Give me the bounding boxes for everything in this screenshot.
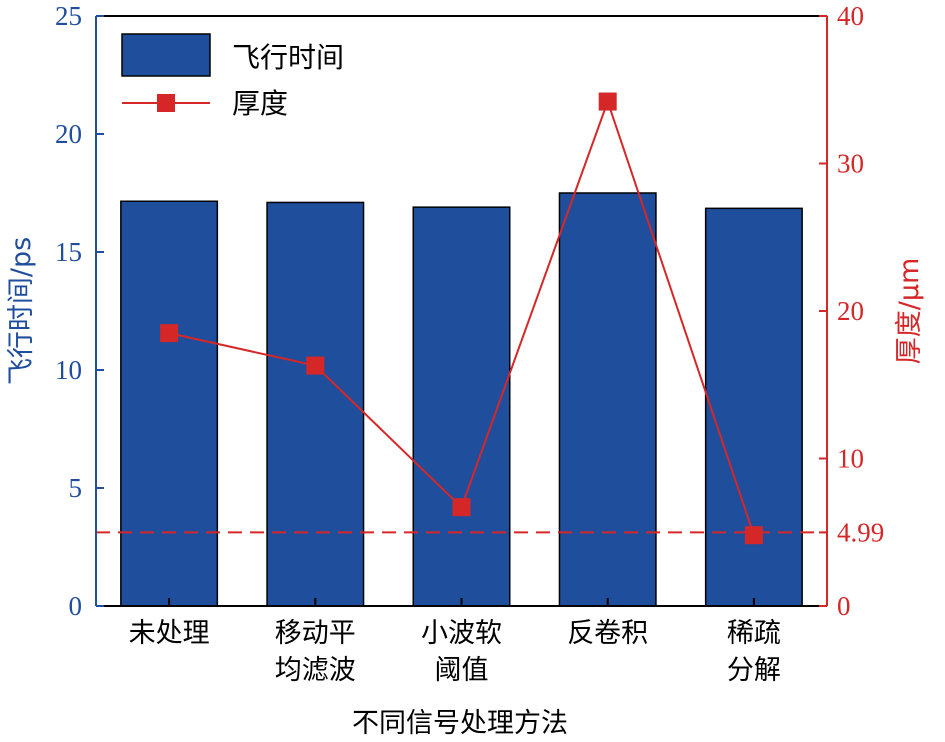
x-tick-label: 移动平: [275, 618, 356, 649]
x-tick-label: 未处理: [129, 618, 210, 649]
right-tick-label: 40: [837, 1, 864, 31]
bars-layer: [120, 192, 803, 607]
legend-label-bar: 飞行时间: [232, 41, 344, 74]
left-tick-label: 10: [55, 355, 82, 385]
legend-swatch-bar: [121, 33, 211, 77]
left-tick-label: 0: [69, 591, 83, 621]
bar-0: [120, 200, 219, 607]
x-tick-label: 反卷积: [567, 618, 648, 649]
x-tick-label: 均滤波: [275, 655, 356, 686]
x-tick-label: 分解: [727, 655, 781, 686]
thickness-point-1: [306, 356, 325, 375]
right-axis-ticks: 0 10 20 30 40 4.99: [819, 1, 884, 621]
left-tick-label: 25: [55, 1, 82, 31]
x-tick-label: 稀疏: [727, 618, 781, 649]
left-axis-ticks: 0 5 10 15 20 25: [55, 1, 104, 621]
thickness-point-0: [160, 324, 179, 343]
legend-label-line: 厚度: [232, 87, 288, 120]
left-tick-label: 20: [55, 119, 82, 149]
thickness-point-4: [744, 526, 763, 545]
y-axis-left-title: 飞行时间/ps: [6, 237, 37, 385]
y-axis-right-title: 厚度/μm: [894, 258, 925, 365]
bar-4: [704, 207, 803, 607]
thickness-point-2: [452, 498, 471, 517]
left-tick-label: 15: [55, 237, 82, 267]
bar-2: [412, 206, 511, 607]
right-tick-label-extra: 4.99: [837, 517, 884, 547]
x-axis-title: 不同信号处理方法: [352, 708, 568, 739]
bar-1: [266, 201, 365, 607]
right-tick-label: 30: [837, 149, 864, 179]
thickness-point-3: [598, 92, 617, 111]
legend-swatch-marker: [157, 94, 175, 112]
x-tick-label: 小波软: [421, 618, 502, 649]
legend: 飞行时间 厚度: [121, 33, 344, 120]
bar-3: [558, 192, 657, 607]
thickness-line-layer: [160, 92, 763, 545]
right-tick-label: 0: [837, 591, 851, 621]
right-tick-label: 10: [837, 444, 864, 474]
right-tick-label: 20: [837, 296, 864, 326]
x-tick-label: 阈值: [435, 655, 489, 686]
left-tick-label: 5: [69, 473, 83, 503]
